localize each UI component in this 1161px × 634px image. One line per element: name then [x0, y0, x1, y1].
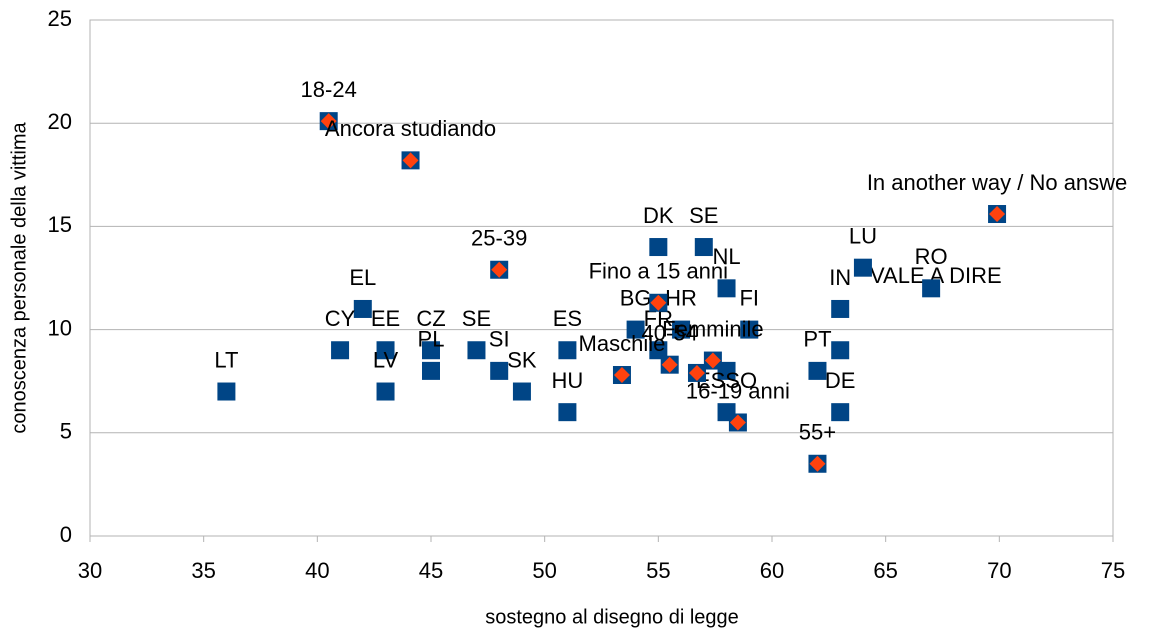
marker	[831, 341, 850, 360]
y-tick-label: 0	[60, 522, 72, 547]
marker	[661, 356, 678, 373]
marker	[376, 341, 395, 360]
marker	[331, 341, 350, 360]
point-label: 25-39	[471, 226, 527, 251]
x-tick-label: 30	[78, 558, 102, 583]
marker	[922, 279, 941, 298]
marker	[717, 279, 736, 298]
point-label: IN	[829, 265, 851, 290]
x-tick-label: 75	[1101, 558, 1125, 583]
x-tick-label: 40	[305, 558, 329, 583]
marker	[467, 341, 486, 360]
point-label: SE	[689, 203, 718, 228]
point-label: ESSO	[696, 368, 757, 393]
x-tick-label: 45	[419, 558, 443, 583]
marker	[808, 361, 827, 380]
point-label: PT	[803, 327, 831, 352]
marker	[688, 364, 705, 381]
point-label: Ancora studiando	[325, 116, 496, 141]
point-label: In another way / No answe	[867, 170, 1127, 195]
marker	[376, 382, 395, 401]
point-label: LV	[373, 347, 399, 372]
point-label: DK	[643, 203, 674, 228]
marker	[422, 361, 440, 380]
point-label: 40-54	[642, 321, 698, 346]
point-label: Fino a 15 anni	[589, 259, 728, 284]
point-label: ES	[553, 306, 582, 331]
point-label: Femminile	[662, 316, 763, 341]
point-label: SI	[489, 327, 510, 352]
marker	[422, 341, 440, 360]
point-label: PL	[418, 327, 445, 352]
x-tick-label: 35	[191, 558, 215, 583]
marker	[740, 320, 759, 339]
y-axis-label: conoscenza personale della vittima	[8, 121, 30, 433]
point-label: FI	[739, 285, 759, 310]
point-label: SE	[462, 306, 491, 331]
marker	[853, 258, 872, 277]
point-label: LU	[849, 223, 877, 248]
marker	[717, 361, 736, 380]
marker	[809, 455, 826, 472]
marker	[558, 403, 577, 422]
marker	[353, 299, 372, 318]
x-tick-label: 50	[532, 558, 556, 583]
point-label: NL	[712, 244, 740, 269]
y-tick-label: 5	[60, 419, 72, 444]
x-tick-label: 60	[760, 558, 784, 583]
point-label: LT	[214, 347, 238, 372]
point-label: 18-24	[301, 77, 357, 102]
point-label: 55+	[799, 420, 836, 445]
point-label: BG	[620, 285, 652, 310]
x-tick-label: 65	[873, 558, 897, 583]
point-label: RO	[915, 244, 948, 269]
x-tick-label: 70	[987, 558, 1011, 583]
y-tick-label: 10	[48, 315, 72, 340]
point-label: CZ	[416, 306, 445, 331]
y-tick-label: 15	[48, 212, 72, 237]
point-label: EE	[371, 306, 400, 331]
marker	[729, 414, 746, 431]
point-label: Maschile	[579, 331, 666, 356]
marker	[217, 382, 236, 401]
marker	[402, 152, 419, 169]
marker	[704, 352, 721, 369]
marker	[490, 361, 509, 380]
plot-frame	[89, 19, 1114, 537]
marker	[831, 299, 850, 318]
marker	[626, 320, 645, 339]
marker	[613, 367, 630, 384]
marker	[649, 341, 668, 360]
marker	[831, 403, 850, 422]
point-label: SK	[507, 347, 537, 372]
marker	[989, 206, 1006, 223]
point-label: EL	[349, 265, 376, 290]
marker	[512, 382, 531, 401]
y-tick-label: 20	[48, 109, 72, 134]
marker	[650, 294, 667, 311]
marker	[491, 261, 508, 278]
marker	[558, 341, 577, 360]
point-label: 16-19 anni	[686, 378, 790, 403]
marker	[672, 320, 691, 339]
marker	[649, 238, 668, 257]
marker	[694, 238, 713, 257]
point-label: HR	[665, 285, 697, 310]
marker	[320, 113, 337, 130]
point-label: HU	[552, 368, 584, 393]
x-tick-label: 55	[646, 558, 670, 583]
y-tick-label: 25	[48, 6, 72, 31]
point-label: DE	[825, 368, 856, 393]
x-axis-label: sostegno al disegno di legge	[485, 606, 739, 628]
point-label: CY	[325, 306, 356, 331]
